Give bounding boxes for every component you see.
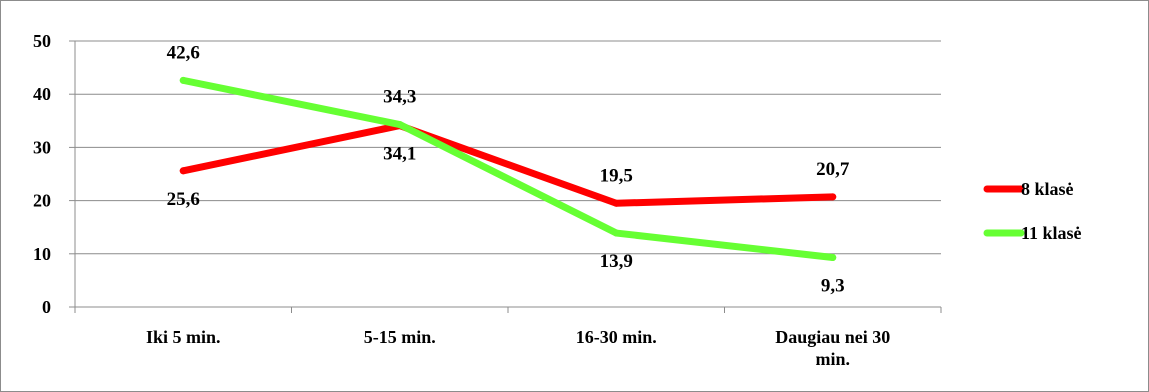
x-tick-label: 5-15 min.: [364, 327, 436, 347]
data-point: [612, 199, 620, 207]
legend-label-1: 8 klasė: [1021, 179, 1074, 199]
y-tick-label: 30: [33, 137, 51, 157]
x-tick-label: 16-30 min.: [576, 327, 657, 347]
y-tick-label: 40: [33, 84, 51, 104]
data-label: 19,5: [600, 165, 633, 186]
data-point: [396, 121, 404, 129]
data-labels: 25,6 42,6 34,1 34,3 19,5 13,9 20,7 9,3: [167, 42, 850, 296]
series-lines: [179, 76, 837, 262]
data-point: [829, 254, 837, 262]
y-tick-label: 0: [42, 297, 51, 317]
data-label: 34,3: [383, 87, 416, 108]
data-label: 20,7: [816, 159, 850, 180]
series-line-2: [179, 76, 837, 262]
data-point: [179, 167, 187, 175]
series-line-1: [179, 122, 837, 207]
data-label: 13,9: [600, 251, 633, 272]
x-tick-label: Daugiau nei 30 min.: [775, 327, 890, 369]
data-label: 42,6: [167, 42, 200, 63]
data-label: 25,6: [167, 189, 200, 210]
y-tick-label: 10: [33, 244, 51, 264]
legend-label-2: 11 klasė: [1021, 223, 1082, 243]
data-point: [612, 229, 620, 237]
grid-lines: [75, 40, 941, 255]
data-point: [829, 193, 837, 201]
y-tick-label: 20: [33, 191, 51, 211]
axes: 0 10 20 30 40 50 Iki 5 min. 5-15 min. 16-30 min.…: [33, 31, 942, 369]
data-label: 9,3: [821, 276, 845, 297]
x-tick-label: Iki 5 min.: [146, 327, 221, 347]
data-label: 34,1: [383, 144, 416, 165]
data-point: [179, 76, 187, 84]
legend: 8 klasė 11 klasė: [983, 179, 1082, 243]
y-tick-label: 50: [33, 31, 51, 51]
